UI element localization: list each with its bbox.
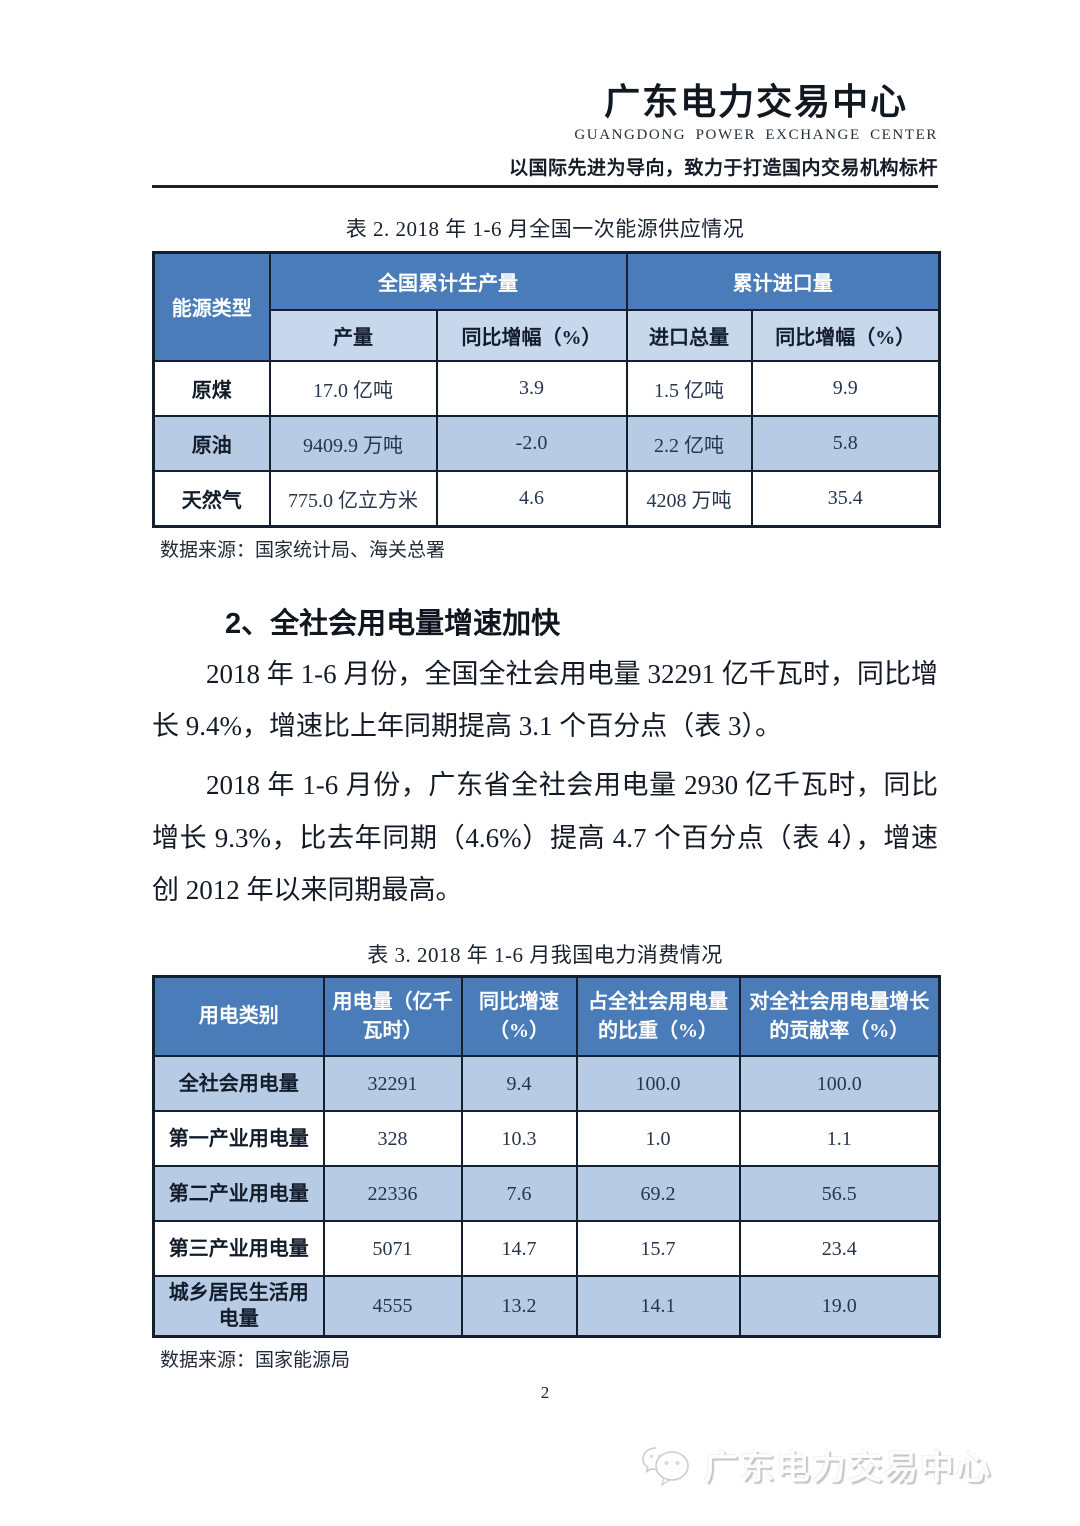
table-row: 全社会用电量 32291 9.4 100.0 100.0: [152, 1055, 941, 1113]
table-row-label: 城乡居民生活用电量: [152, 1275, 325, 1338]
table-row: 第三产业用电量 5071 14.7 15.7 23.4: [152, 1220, 941, 1278]
table-header-cell: 进口总量: [625, 309, 753, 363]
table-cell: 10.3: [460, 1110, 578, 1168]
table-cell: 775.0 亿立方米: [268, 470, 438, 528]
table-cell: 15.7: [575, 1220, 741, 1278]
table-row-label: 全社会用电量: [152, 1055, 325, 1113]
table-header-cell: 占全社会用电量的比重（%）: [575, 975, 741, 1058]
table-row: 第一产业用电量 328 10.3 1.0 1.1: [152, 1110, 941, 1168]
table-cell: 9.4: [460, 1055, 578, 1113]
table3-header-row: 用电类别 用电量（亿千瓦时） 同比增速（%） 占全社会用电量的比重（%） 对全社…: [152, 975, 941, 1058]
table2-corner-header-cell: 能源类型: [152, 251, 271, 363]
table-cell: 9409.9 万吨: [268, 415, 438, 473]
table-cell: 5071: [322, 1220, 463, 1278]
table-header-cell: 同比增幅（%）: [750, 309, 941, 363]
table-cell: 19.0: [738, 1275, 941, 1338]
table-header-cell: 用电量（亿千瓦时）: [322, 975, 463, 1058]
table-cell: 56.5: [738, 1165, 941, 1223]
table-cell: -2.0: [435, 415, 628, 473]
table-cell: 1.5 亿吨: [625, 360, 753, 418]
table-cell: 3.9: [435, 360, 628, 418]
table-row-label: 原煤: [152, 360, 271, 418]
table-header-cell: 同比增速（%）: [460, 975, 578, 1058]
table-cell: 7.6: [460, 1165, 578, 1223]
page-number: 2: [540, 1383, 550, 1402]
table-cell: 100.0: [738, 1055, 941, 1113]
table2-import-group-header: 累计进口量: [625, 251, 941, 312]
table-cell: 35.4: [750, 470, 941, 528]
table-cell: 17.0 亿吨: [268, 360, 438, 418]
table-cell: 100.0: [575, 1055, 741, 1113]
table-cell: 4555: [322, 1275, 463, 1338]
table-header-cell: 产量: [268, 309, 438, 363]
table-row: 城乡居民生活用电量 4555 13.2 14.1 19.0: [152, 1275, 941, 1338]
electricity-consumption-table: 用电类别 用电量（亿千瓦时） 同比增速（%） 占全社会用电量的比重（%） 对全社…: [152, 974, 941, 1338]
watermark: 广东电力交易中心: [642, 1440, 992, 1489]
table-cell: 23.4: [738, 1220, 941, 1278]
table-cell: 32291: [322, 1055, 463, 1113]
table2-production-group-header: 全国累计生产量: [268, 251, 628, 312]
table-row: 第二产业用电量 22336 7.6 69.2 56.5: [152, 1165, 941, 1223]
table-row-label: 天然气: [152, 470, 271, 528]
table-row: 原煤 17.0 亿吨 3.9 1.5 亿吨 9.9: [152, 360, 941, 418]
paragraph: 2018 年 1-6 月份，广东省全社会用电量 2930 亿千瓦时，同比增长 9…: [152, 769, 938, 906]
table2-group-header-row: 能源类型 全国累计生产量 累计进口量: [152, 251, 941, 363]
org-name-cn: 广东电力交易中心: [604, 81, 909, 122]
table-cell: 22336: [322, 1165, 463, 1223]
table3-title: 表 3. 2018 年 1-6 月我国电力消费情况: [367, 942, 723, 967]
table-cell: 1.1: [738, 1110, 941, 1168]
wechat-icon: [642, 1442, 694, 1488]
table-row-label: 第二产业用电量: [152, 1165, 325, 1223]
table-row: 天然气 775.0 亿立方米 4.6 4208 万吨 35.4: [152, 470, 941, 528]
table-cell: 4208 万吨: [625, 470, 753, 528]
table-cell: 328: [322, 1110, 463, 1168]
table-cell: 2.2 亿吨: [625, 415, 753, 473]
table-cell: 1.0: [575, 1110, 741, 1168]
table-cell: 14.7: [460, 1220, 578, 1278]
table2-sub-header-row: 产量 同比增幅（%） 进口总量 同比增幅（%）: [154, 309, 941, 363]
table-cell: 4.6: [435, 470, 628, 528]
table3-source-note: 数据来源：国家能源局: [160, 1349, 351, 1371]
table-cell: 13.2: [460, 1275, 578, 1338]
table-header-cell: 用电类别: [152, 975, 325, 1058]
table-row-label: 第一产业用电量: [152, 1110, 325, 1168]
tagline: 以国际先进为导向，致力于打造国内交易机构标杆: [508, 157, 938, 179]
table3-section: 用电类别 用电量（亿千瓦时） 同比增速（%） 占全社会用电量的比重（%） 对全社…: [152, 974, 941, 1372]
org-name-block: 广东电力交易中心 GUANGDONG POWER EXCHANGE CENTER: [574, 82, 938, 144]
table2-section: 表 2. 2018 年 1-6 月全国一次能源供应情况 能源类型 全国累计生产量…: [152, 213, 941, 562]
table-cell: 5.8: [750, 415, 941, 473]
energy-supply-table: 能源类型 全国累计生产量 累计进口量 产量 同比增幅（%） 进口总量 同比增幅（…: [152, 250, 941, 528]
watermark-text: 广东电力交易中心: [704, 1449, 992, 1487]
table-row-label: 第三产业用电量: [152, 1220, 325, 1278]
table-cell: 9.9: [750, 360, 941, 418]
header-rule: [152, 184, 938, 188]
letterhead: 广东电力交易中心 GUANGDONG POWER EXCHANGE CENTER…: [152, 0, 938, 188]
org-name-en: GUANGDONG POWER EXCHANGE CENTER: [574, 126, 938, 143]
paragraph: 2018 年 1-6 月份，全国全社会用电量 32291 亿千瓦时，同比增长 9…: [152, 658, 938, 742]
table-row-label: 原油: [152, 415, 271, 473]
table-row: 原油 9409.9 万吨 -2.0 2.2 亿吨 5.8: [152, 415, 941, 473]
table2-source-note: 数据来源：国家统计局、海关总署: [160, 539, 446, 561]
table-cell: 14.1: [575, 1275, 741, 1338]
table-header-cell: 同比增幅（%）: [435, 309, 628, 363]
page-content: 广东电力交易中心 GUANGDONG POWER EXCHANGE CENTER…: [152, 0, 941, 1372]
section-heading: 2、全社会用电量增速加快: [225, 607, 561, 640]
table-header-cell: 对全社会用电量增长的贡献率（%）: [738, 975, 941, 1058]
table2-title: 表 2. 2018 年 1-6 月全国一次能源供应情况: [345, 216, 745, 241]
table-cell: 69.2: [575, 1165, 741, 1223]
